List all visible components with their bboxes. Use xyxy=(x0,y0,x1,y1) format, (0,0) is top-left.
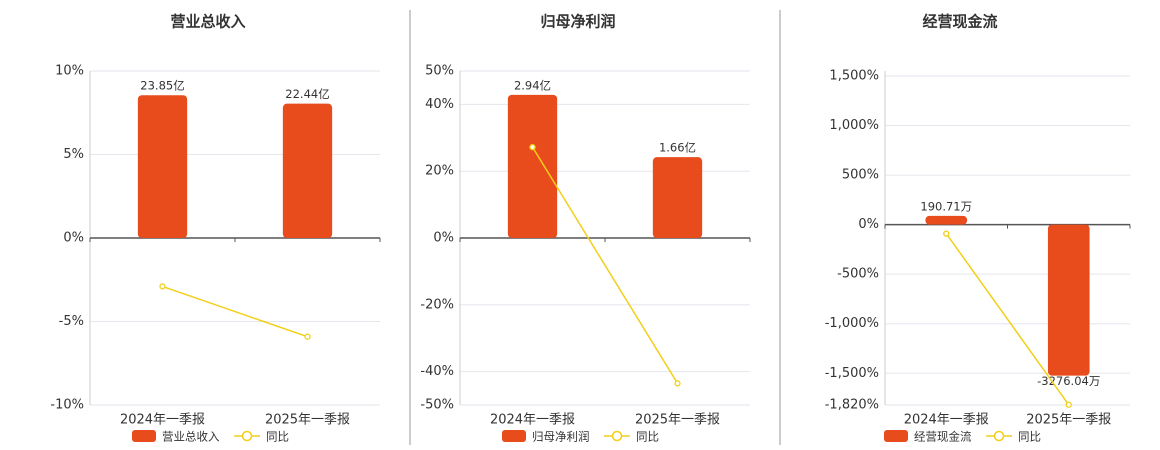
legend-label: 经营现金流 xyxy=(914,430,972,444)
y-tick-label: 1,500% xyxy=(829,68,879,83)
chart-title: 营业总收入 xyxy=(170,13,245,31)
y-tick-label: -10% xyxy=(50,398,84,413)
legend-label: 同比 xyxy=(1018,430,1041,444)
y-tick-label: -500% xyxy=(837,267,879,282)
x-tick-label: 2025年一季报 xyxy=(265,413,350,428)
y-tick-label: -1,820% xyxy=(825,398,879,413)
legend-label: 同比 xyxy=(636,430,659,444)
legend-swatch xyxy=(502,430,526,442)
data-label: 2.94亿 xyxy=(514,78,551,92)
bar xyxy=(652,157,703,238)
x-tick-label: 2024年一季报 xyxy=(490,413,575,428)
legend-swatch xyxy=(611,430,623,442)
line-point xyxy=(1065,401,1072,408)
legend-swatch xyxy=(241,430,253,442)
y-tick-label: 50% xyxy=(425,64,454,79)
y-tick-label: -1,000% xyxy=(825,316,879,331)
legend-swatch xyxy=(993,430,1005,442)
chart-title: 经营现金流 xyxy=(922,13,997,31)
x-tick-label: 2024年一季报 xyxy=(904,413,989,428)
legend-swatch xyxy=(884,430,908,442)
x-tick-label: 2024年一季报 xyxy=(120,413,205,428)
data-label: 190.71万 xyxy=(920,199,972,213)
bar xyxy=(925,215,968,225)
line xyxy=(162,285,308,338)
legend-label: 归母净利润 xyxy=(532,430,590,444)
y-tick-label: -1,500% xyxy=(825,366,879,381)
line-point xyxy=(674,380,681,387)
y-tick-label: -50% xyxy=(420,398,454,413)
x-tick-label: 2025年一季报 xyxy=(635,413,720,428)
line xyxy=(531,146,679,384)
y-tick-label: -20% xyxy=(420,297,454,312)
line-point xyxy=(943,230,950,237)
y-tick-label: 500% xyxy=(842,168,879,183)
bar xyxy=(1047,224,1090,376)
legend-label: 营业总收入 xyxy=(162,430,220,444)
legend-label: 同比 xyxy=(266,430,289,444)
chart-title: 归母净利润 xyxy=(540,13,615,31)
y-tick-label: 0% xyxy=(63,231,84,246)
data-label: 1.66亿 xyxy=(659,141,696,155)
data-label: -3276.04万 xyxy=(1037,374,1100,388)
y-tick-label: 0% xyxy=(858,217,879,232)
legend-swatch xyxy=(132,430,156,442)
data-label: 22.44亿 xyxy=(285,87,329,101)
line-point xyxy=(304,333,311,340)
line-point xyxy=(529,144,536,151)
x-tick-label: 2025年一季报 xyxy=(1026,413,1111,428)
data-label: 23.85亿 xyxy=(140,79,184,93)
bar xyxy=(507,94,558,238)
bar xyxy=(282,103,333,238)
bar xyxy=(137,95,188,238)
y-tick-label: -40% xyxy=(420,364,454,379)
y-tick-label: -5% xyxy=(59,314,84,329)
y-tick-label: 0% xyxy=(433,231,454,246)
y-tick-label: 10% xyxy=(55,64,84,79)
y-tick-label: 20% xyxy=(425,164,454,179)
y-tick-label: 1,000% xyxy=(829,118,879,133)
line xyxy=(945,233,1070,406)
y-tick-label: 5% xyxy=(63,147,84,162)
line-point xyxy=(159,283,166,290)
y-tick-label: 40% xyxy=(425,97,454,112)
